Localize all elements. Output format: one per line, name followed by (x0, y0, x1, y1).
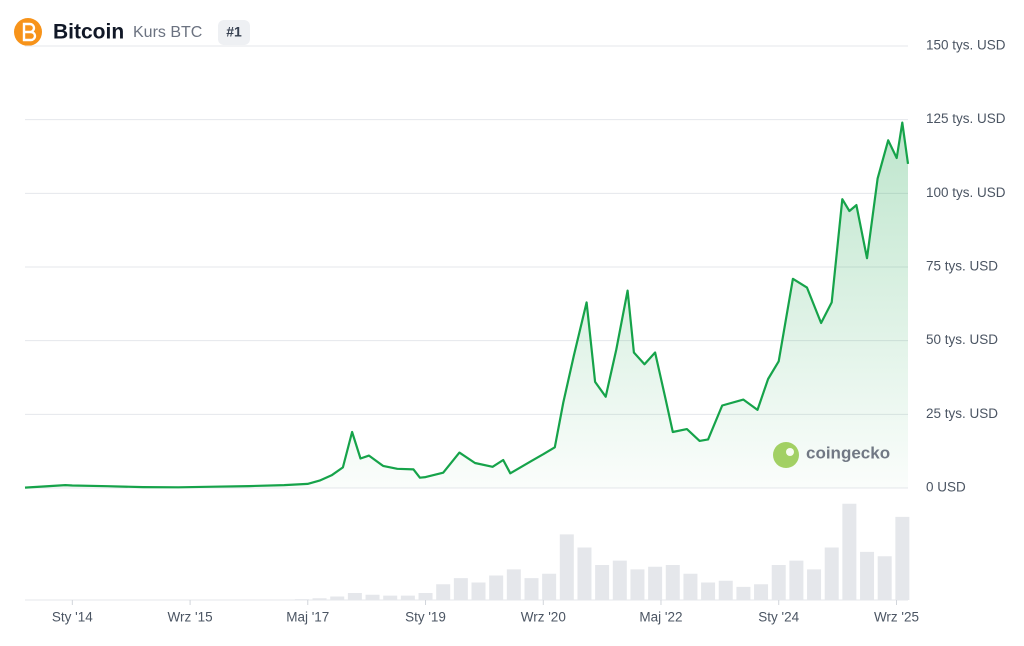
rank-badge (218, 20, 250, 45)
volume-bar (860, 551, 875, 600)
volume-bar (612, 560, 627, 600)
y-tick-label: 100 tys. USD (926, 185, 1006, 200)
y-tick-label: 25 tys. USD (926, 406, 998, 421)
x-tick-label: Wrz '25 (874, 610, 919, 625)
coin-icon-glyph (22, 22, 37, 42)
volume-bar (877, 556, 892, 600)
y-tick-label: 75 tys. USD (926, 259, 998, 274)
x-tick-label: Wrz '20 (521, 610, 566, 625)
volume-bar (648, 566, 663, 600)
y-tick-label: 50 tys. USD (926, 332, 998, 347)
volume-bar (895, 516, 910, 600)
watermark-logo (773, 442, 799, 468)
y-tick-label: 150 tys. USD (926, 38, 1006, 53)
watermark-logo-eye (786, 448, 794, 456)
volume-bar (754, 584, 769, 600)
volume-bar (842, 503, 857, 600)
volume-bar (789, 560, 804, 600)
volume-bar (542, 573, 557, 600)
volume-bar (400, 595, 415, 600)
volume-bar (330, 596, 345, 600)
volume-bar (365, 594, 380, 600)
volume-bar (347, 593, 362, 600)
price-area (25, 122, 908, 488)
coin-subtitle: Kurs BTC (133, 24, 202, 41)
volume-bar (771, 565, 786, 600)
coin-name: Bitcoin (53, 21, 124, 44)
x-tick-label: Maj '22 (639, 610, 682, 625)
volume-bar (418, 593, 433, 600)
x-tick-label: Sty '24 (758, 610, 799, 625)
volume-bar (524, 578, 539, 600)
volume-bar (718, 580, 733, 600)
volume-bar (736, 586, 751, 600)
volume-bar (559, 534, 574, 600)
volume-bar (683, 573, 698, 600)
x-tick-label: Maj '17 (286, 610, 329, 625)
volume-bar (453, 578, 468, 600)
price-line (24, 121, 910, 489)
x-tick-label: Wrz '15 (168, 610, 213, 625)
y-tick-label: 0 USD (926, 480, 966, 495)
rank-text: #1 (226, 24, 242, 40)
y-tick-label: 125 tys. USD (926, 111, 1006, 126)
volume-bar (294, 599, 309, 600)
x-tick-label: Sty '14 (52, 610, 93, 625)
volume-bar (665, 565, 680, 600)
volume-bar (577, 547, 592, 600)
volume-bar (436, 584, 451, 600)
volume-bar (312, 598, 327, 600)
volume-bar (630, 569, 645, 600)
volume-bar (489, 575, 504, 600)
x-tick-label: Sty '19 (405, 610, 446, 625)
volume-bar (807, 569, 822, 600)
watermark: coingecko (806, 443, 890, 462)
volume-bar (506, 569, 521, 600)
volume-bar (383, 595, 398, 600)
volume-bar (595, 565, 610, 600)
volume-bar (471, 582, 486, 600)
volume-bar (824, 547, 839, 600)
volume-bar (701, 582, 716, 600)
